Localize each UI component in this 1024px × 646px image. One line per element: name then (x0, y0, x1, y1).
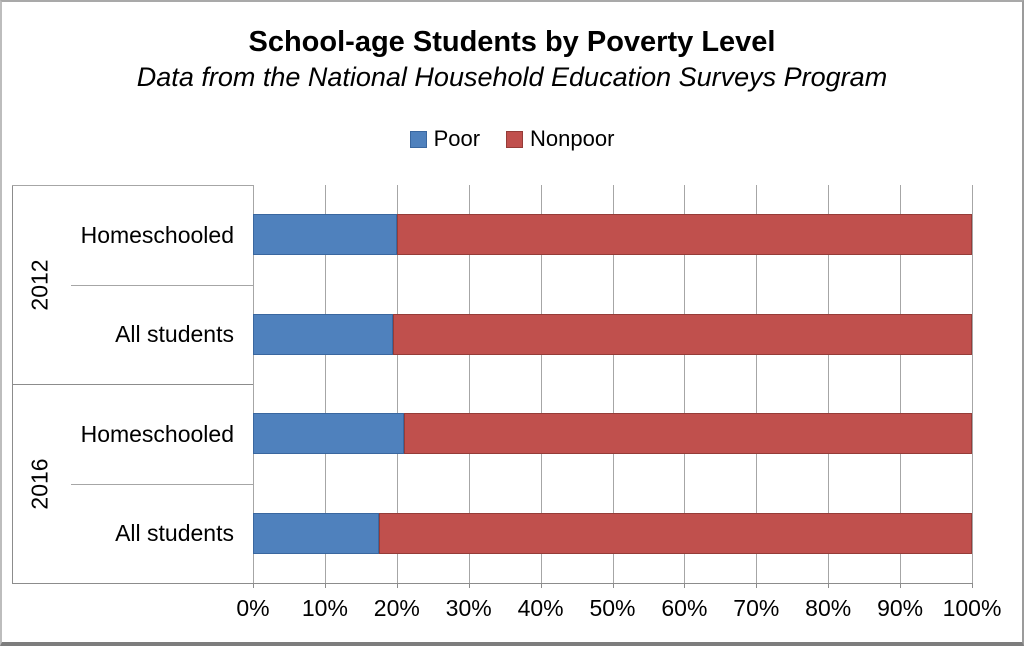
x-tickmark (612, 583, 614, 588)
x-gridline (684, 185, 686, 583)
x-tickmark (972, 583, 973, 588)
x-tick-label: 70% (733, 595, 780, 621)
bar-nonpoor (396, 214, 972, 256)
label-area-top-line (12, 185, 253, 186)
bar-nonpoor (393, 313, 972, 355)
category-label: Homeschooled (80, 420, 234, 447)
x-tickmark (540, 583, 542, 588)
x-tickmark (900, 583, 902, 588)
x-tick-label: 30% (445, 595, 492, 621)
x-tickmark (396, 583, 398, 588)
x-gridline (756, 185, 758, 583)
legend-item-nonpoor: Nonpoor (506, 126, 614, 152)
bar-poor (253, 413, 404, 455)
bar-poor (253, 313, 394, 355)
bar-poor (253, 512, 379, 554)
x-tick-label: 60% (661, 595, 708, 621)
x-tickmark (756, 583, 758, 588)
group-label-2016: 2016 (26, 457, 53, 510)
x-gridline (253, 185, 254, 583)
x-axis-line (12, 583, 972, 584)
bar-poor (253, 214, 397, 256)
group-label-2012: 2012 (26, 258, 53, 311)
category-label: All students (115, 321, 234, 348)
x-tickmark (324, 583, 326, 588)
category-divider (71, 483, 253, 485)
category-label: All students (115, 520, 234, 547)
chart-subtitle: Data from the National Household Educati… (136, 62, 888, 92)
x-tickmark (253, 583, 254, 588)
x-tick-label: 80% (805, 595, 852, 621)
x-tickmark (684, 583, 686, 588)
category-label: Homeschooled (80, 221, 234, 248)
x-tick-label: 10% (301, 595, 348, 621)
x-gridline (540, 185, 542, 583)
chart-title: School-age Students by Poverty Level (248, 26, 776, 58)
x-tick-label: 40% (517, 595, 564, 621)
legend-label: Poor (433, 126, 481, 151)
x-tick-label: 90% (877, 595, 924, 621)
bar-nonpoor (403, 413, 972, 455)
category-divider (71, 284, 253, 286)
x-gridline (612, 185, 614, 583)
bar-nonpoor (378, 512, 972, 554)
legend-swatch-icon (409, 130, 427, 148)
x-gridline (396, 185, 398, 583)
x-tickmark (828, 583, 830, 588)
legend: Poor Nonpoor (2, 126, 1022, 152)
x-tick-label: 0% (236, 595, 270, 621)
x-tick-label: 50% (589, 595, 636, 621)
x-tickmark (468, 583, 470, 588)
x-tick-label: 20% (373, 595, 420, 621)
legend-swatch-icon (506, 130, 524, 148)
x-gridline (324, 185, 326, 583)
x-gridline (828, 185, 830, 583)
group-divider (12, 384, 253, 385)
x-gridline (468, 185, 470, 583)
x-gridline (972, 185, 973, 583)
x-tick-label: 100% (942, 595, 1002, 621)
x-gridline (900, 185, 902, 583)
legend-label: Nonpoor (530, 126, 615, 151)
legend-item-poor: Poor (409, 126, 481, 152)
